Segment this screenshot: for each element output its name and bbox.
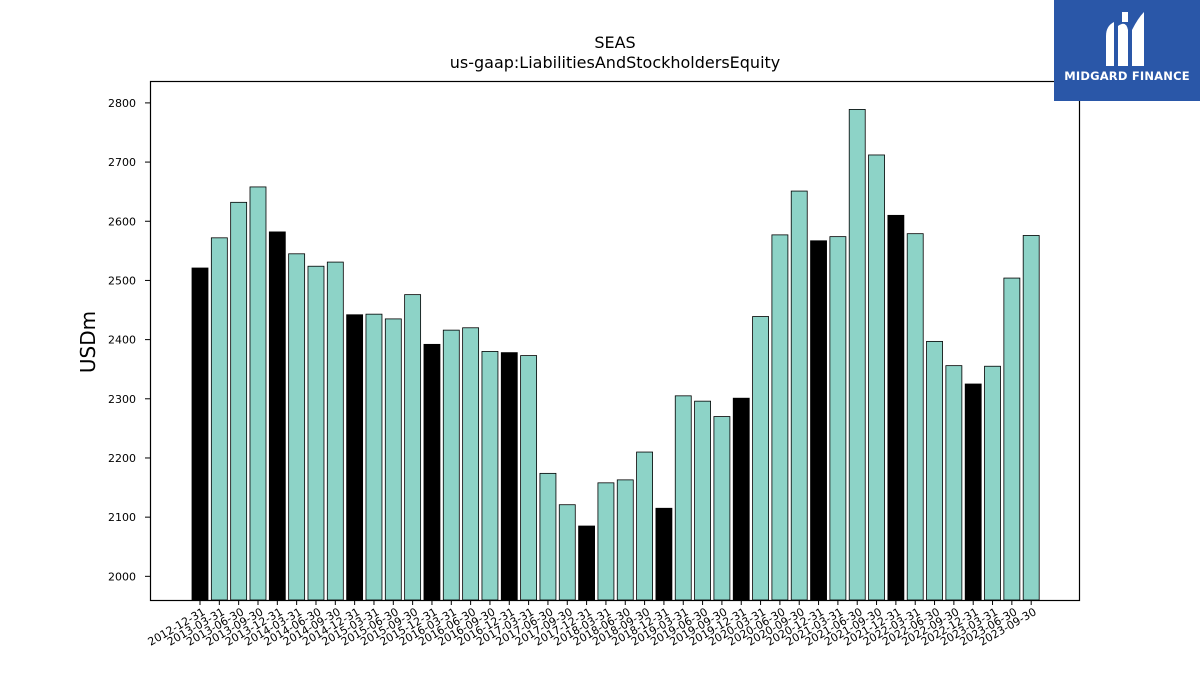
bar (732, 397, 750, 601)
y-tick-label: 2400 (108, 334, 136, 347)
bar (191, 267, 209, 601)
bar (210, 237, 228, 601)
bar (578, 525, 595, 601)
bar (984, 365, 1001, 601)
bar (906, 233, 924, 601)
y-tick-label: 2800 (108, 97, 136, 110)
bar (1022, 235, 1040, 601)
bar (887, 214, 905, 601)
bar (462, 327, 480, 601)
bar (346, 314, 364, 601)
y-tick-label: 2700 (108, 156, 136, 169)
bar (481, 351, 499, 601)
chart-title: SEAS (594, 33, 635, 52)
y-tick-label: 2500 (108, 274, 136, 287)
bar (520, 355, 538, 601)
y-tick-label: 2200 (108, 452, 136, 465)
bar (404, 294, 422, 601)
bar (945, 365, 963, 601)
bar (829, 236, 847, 601)
bar (442, 329, 460, 601)
logo-mark-icon (1106, 12, 1144, 66)
bar (848, 109, 866, 601)
bar (307, 265, 325, 601)
bar (558, 504, 576, 601)
y-tick-label: 2300 (108, 393, 136, 406)
bar (810, 240, 827, 601)
plot-frame (149, 80, 1081, 602)
y-tick-label: 2100 (108, 511, 136, 524)
bar (500, 352, 518, 601)
bar (790, 190, 808, 601)
chart-subtitle: us-gaap:LiabilitiesAndStockholdersEquity (450, 53, 781, 72)
bar (694, 400, 711, 601)
y-tick-label: 2600 (108, 215, 136, 228)
bar (288, 253, 306, 601)
y-axis-label: USDm (76, 311, 100, 373)
midgard-finance-logo: MIDGARD FINANCE (1054, 0, 1200, 101)
y-ticks-group: 2000 2100 2200 2300 2400 2500 2600 2700 2800 (108, 97, 150, 583)
bar (326, 261, 344, 601)
bar (539, 472, 557, 601)
bar (674, 395, 692, 601)
x-ticks-group: 2012-12-312013-03-312013-06-302013-09-30… (146, 600, 1039, 649)
bar (771, 234, 789, 601)
bar (752, 316, 769, 601)
bar (964, 383, 982, 601)
bar (713, 416, 731, 601)
bar (268, 231, 286, 601)
bar (616, 479, 634, 601)
y-tick-label: 2000 (108, 570, 136, 583)
bar (384, 318, 402, 601)
logo-text: MIDGARD FINANCE (1064, 69, 1190, 83)
bar (365, 313, 383, 601)
bar (1003, 277, 1021, 601)
bar (423, 343, 441, 601)
bar (230, 201, 248, 601)
bar (249, 186, 267, 601)
bar (868, 154, 885, 601)
bar (636, 451, 653, 601)
bar (597, 482, 615, 601)
bar (655, 507, 673, 601)
bar (926, 340, 943, 601)
bars-group (191, 109, 1040, 601)
